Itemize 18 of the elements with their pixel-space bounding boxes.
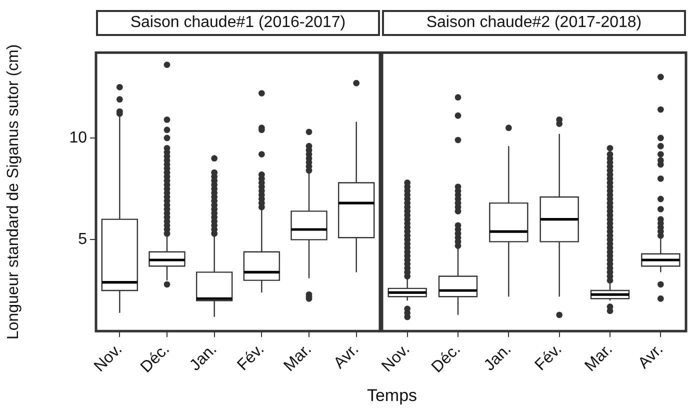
x-tick-label: Déc. xyxy=(428,340,464,376)
x-tick-label: Mar. xyxy=(280,340,315,375)
x-tick-label: Jan. xyxy=(481,340,515,374)
x-tick-label: Nov. xyxy=(378,340,414,376)
x-tick-label: Déc. xyxy=(138,340,173,376)
x-axis-title: Temps xyxy=(366,386,418,406)
x-tick-label: Fév. xyxy=(532,340,566,374)
y-tick-label: 10 xyxy=(69,129,88,146)
x-tick-label: Avr. xyxy=(635,340,667,372)
x-tick-label: Nov. xyxy=(91,340,126,376)
x-tick-label: Jan. xyxy=(186,340,220,374)
x-tick-label: Fév. xyxy=(234,340,268,374)
x-tick-label: Mar. xyxy=(582,340,616,375)
chart-title: Saison chaude#1 (2016-2017) xyxy=(96,10,380,36)
chart-title: Saison chaude#2 (2017-2018) xyxy=(382,10,686,36)
y-axis-title: Longueur standard de Siganus sutor (cm) xyxy=(5,44,22,340)
x-tick-label: Avr. xyxy=(330,340,362,372)
y-tick-label: 5 xyxy=(78,231,88,248)
